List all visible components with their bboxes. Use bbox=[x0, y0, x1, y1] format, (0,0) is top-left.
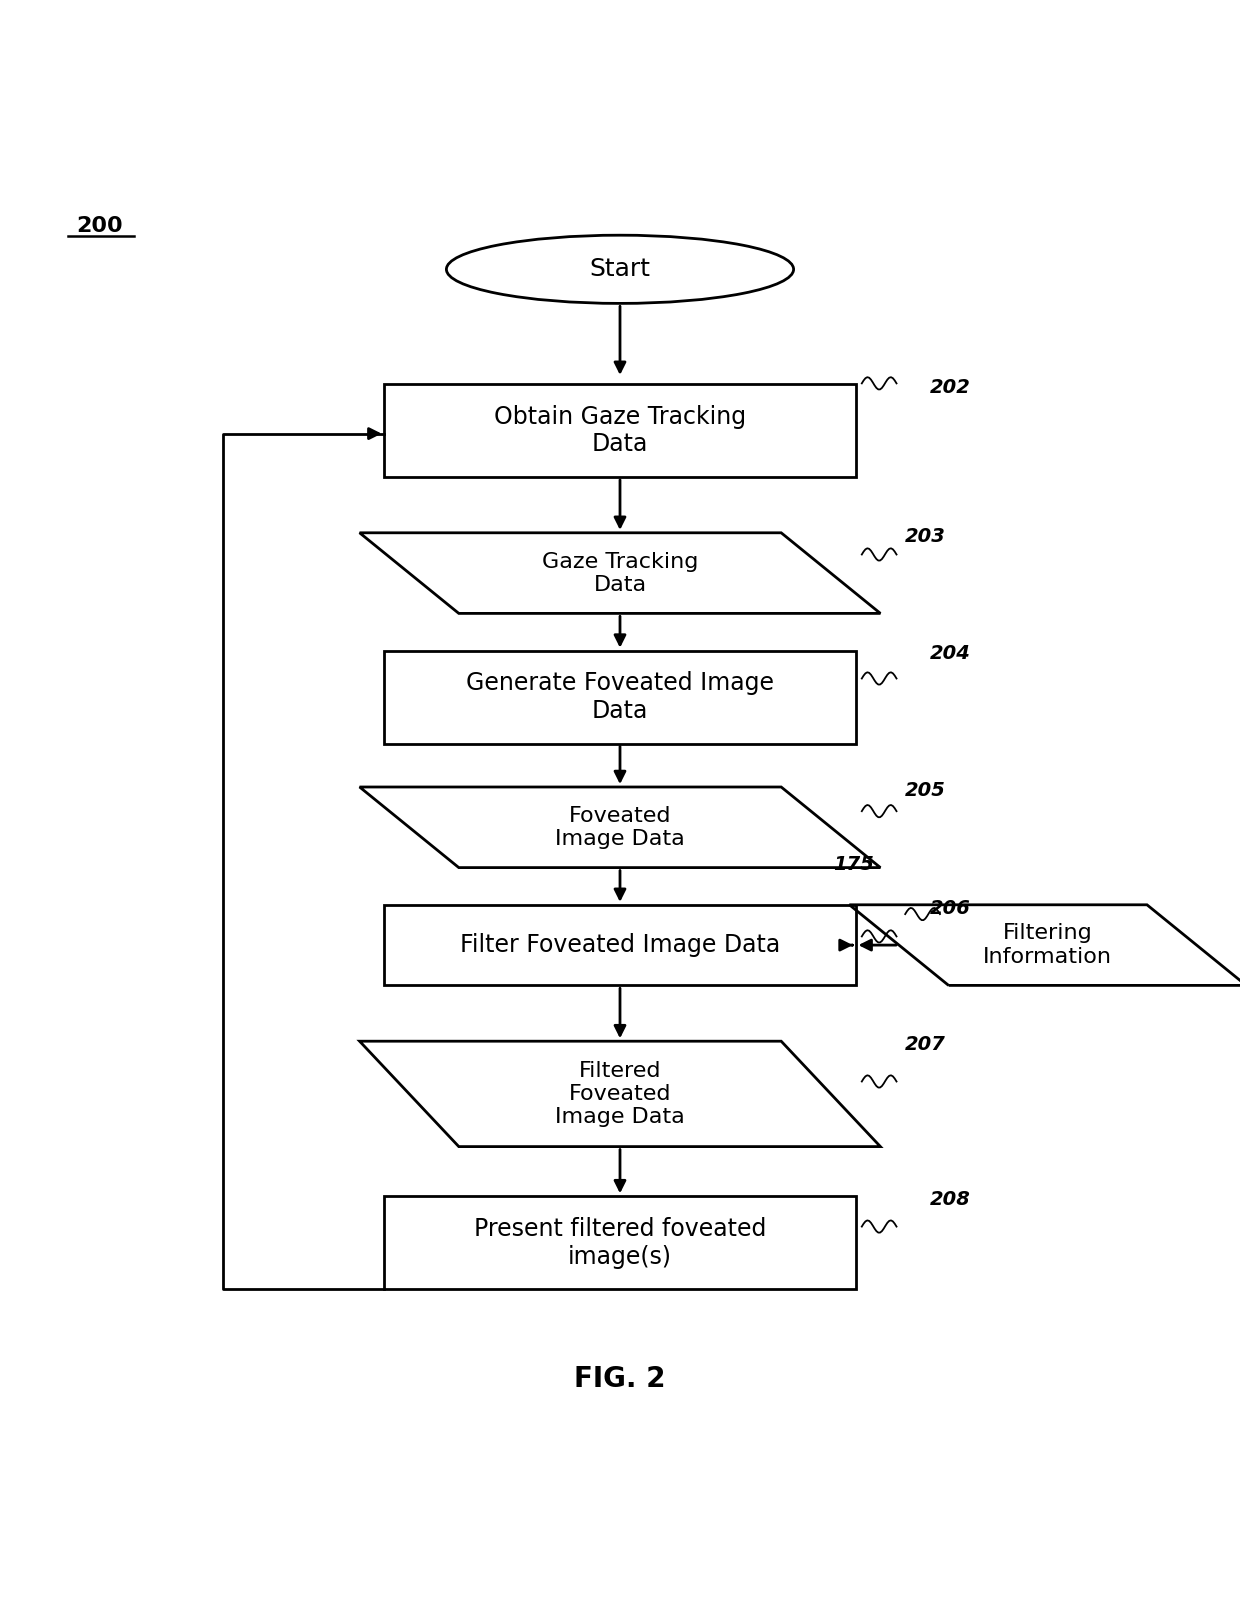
Text: 207: 207 bbox=[905, 1035, 946, 1054]
Text: 204: 204 bbox=[930, 644, 971, 663]
Text: Foveated
Image Data: Foveated Image Data bbox=[556, 806, 684, 849]
Text: Filtering
Information: Filtering Information bbox=[983, 923, 1112, 966]
Text: Generate Foveated Image
Data: Generate Foveated Image Data bbox=[466, 671, 774, 722]
Text: 205: 205 bbox=[905, 780, 946, 799]
Text: 175: 175 bbox=[833, 855, 874, 873]
Text: Obtain Gaze Tracking
Data: Obtain Gaze Tracking Data bbox=[494, 404, 746, 456]
Text: Start: Start bbox=[589, 257, 651, 281]
Text: 200: 200 bbox=[76, 217, 123, 236]
Text: 203: 203 bbox=[905, 526, 946, 546]
Text: Filter Foveated Image Data: Filter Foveated Image Data bbox=[460, 933, 780, 957]
Text: Gaze Tracking
Data: Gaze Tracking Data bbox=[542, 552, 698, 595]
Text: FIG. 2: FIG. 2 bbox=[574, 1366, 666, 1393]
Text: Present filtered foveated
image(s): Present filtered foveated image(s) bbox=[474, 1217, 766, 1268]
Text: 208: 208 bbox=[930, 1189, 971, 1209]
Text: Filtered
Foveated
Image Data: Filtered Foveated Image Data bbox=[556, 1061, 684, 1127]
Text: 206: 206 bbox=[930, 899, 971, 918]
Text: 202: 202 bbox=[930, 377, 971, 396]
